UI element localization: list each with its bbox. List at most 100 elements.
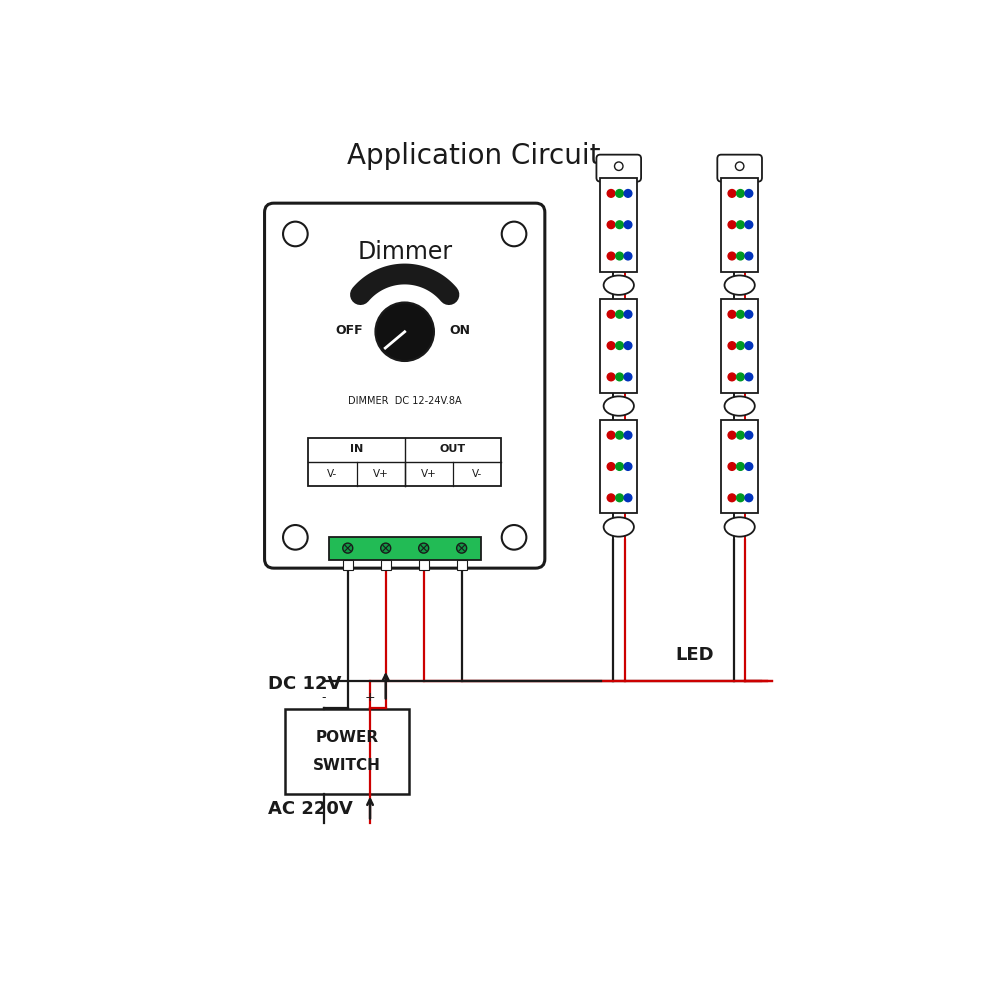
Circle shape <box>375 302 434 361</box>
Circle shape <box>728 221 736 229</box>
Circle shape <box>616 190 623 197</box>
Ellipse shape <box>724 275 755 295</box>
Circle shape <box>616 221 623 229</box>
Circle shape <box>607 190 615 197</box>
Bar <box>381 560 391 570</box>
Bar <box>419 560 429 570</box>
Circle shape <box>745 342 753 349</box>
Circle shape <box>607 342 615 349</box>
Circle shape <box>343 543 353 553</box>
Text: POWER: POWER <box>315 730 379 745</box>
Circle shape <box>607 373 615 381</box>
Circle shape <box>728 252 736 260</box>
Bar <box>721 178 758 272</box>
Text: OUT: OUT <box>440 444 466 454</box>
Circle shape <box>745 221 753 229</box>
Circle shape <box>624 373 632 381</box>
Circle shape <box>737 310 744 318</box>
Text: V+: V+ <box>373 469 389 479</box>
Circle shape <box>728 190 736 197</box>
Circle shape <box>745 431 753 439</box>
Circle shape <box>624 310 632 318</box>
Text: AC 220V: AC 220V <box>268 800 352 818</box>
Text: Application Circuit: Application Circuit <box>347 142 601 170</box>
Circle shape <box>607 221 615 229</box>
Circle shape <box>624 494 632 502</box>
Circle shape <box>502 525 526 550</box>
Bar <box>343 560 353 570</box>
Circle shape <box>607 463 615 470</box>
Circle shape <box>735 162 744 170</box>
Text: IN: IN <box>350 444 363 454</box>
Circle shape <box>745 310 753 318</box>
Circle shape <box>745 494 753 502</box>
Text: OFF: OFF <box>335 324 363 337</box>
Circle shape <box>728 431 736 439</box>
Ellipse shape <box>604 517 634 537</box>
FancyBboxPatch shape <box>717 155 762 182</box>
Ellipse shape <box>604 396 634 416</box>
Circle shape <box>737 221 744 229</box>
Circle shape <box>457 543 467 553</box>
Ellipse shape <box>724 517 755 537</box>
Circle shape <box>607 252 615 260</box>
Circle shape <box>381 543 391 553</box>
Bar <box>721 420 758 513</box>
Circle shape <box>728 342 736 349</box>
FancyBboxPatch shape <box>596 155 641 182</box>
Circle shape <box>283 525 308 550</box>
Circle shape <box>624 190 632 197</box>
Bar <box>600 420 637 513</box>
Circle shape <box>737 431 744 439</box>
Circle shape <box>616 252 623 260</box>
Circle shape <box>737 373 744 381</box>
Bar <box>308 438 501 486</box>
FancyBboxPatch shape <box>265 203 545 568</box>
Bar <box>329 537 481 560</box>
Circle shape <box>728 494 736 502</box>
Text: -: - <box>322 691 326 704</box>
Ellipse shape <box>604 275 634 295</box>
Text: LED: LED <box>676 646 714 664</box>
Circle shape <box>737 342 744 349</box>
Circle shape <box>624 252 632 260</box>
Circle shape <box>616 310 623 318</box>
Circle shape <box>745 252 753 260</box>
Circle shape <box>283 222 308 246</box>
Bar <box>600 178 637 272</box>
Text: +: + <box>365 691 375 704</box>
Circle shape <box>737 252 744 260</box>
Circle shape <box>737 494 744 502</box>
Ellipse shape <box>724 396 755 416</box>
Circle shape <box>624 342 632 349</box>
Text: SWITCH: SWITCH <box>313 758 381 773</box>
Text: DIMMER  DC 12-24V.8A: DIMMER DC 12-24V.8A <box>348 396 462 406</box>
Text: V-: V- <box>327 469 338 479</box>
Circle shape <box>728 463 736 470</box>
Bar <box>285 709 409 794</box>
Circle shape <box>616 342 623 349</box>
Circle shape <box>624 463 632 470</box>
Circle shape <box>607 431 615 439</box>
Circle shape <box>616 494 623 502</box>
Bar <box>721 299 758 393</box>
Circle shape <box>745 463 753 470</box>
Circle shape <box>607 310 615 318</box>
Circle shape <box>728 310 736 318</box>
Circle shape <box>745 190 753 197</box>
Circle shape <box>624 431 632 439</box>
Text: ON: ON <box>450 324 471 337</box>
Circle shape <box>616 463 623 470</box>
Circle shape <box>737 190 744 197</box>
Circle shape <box>624 221 632 229</box>
Text: V+: V+ <box>421 469 437 479</box>
Text: Dimmer: Dimmer <box>357 240 452 264</box>
Text: V-: V- <box>472 469 482 479</box>
Circle shape <box>607 494 615 502</box>
Circle shape <box>737 463 744 470</box>
Circle shape <box>419 543 429 553</box>
Circle shape <box>616 373 623 381</box>
Circle shape <box>502 222 526 246</box>
Bar <box>457 560 467 570</box>
Circle shape <box>745 373 753 381</box>
